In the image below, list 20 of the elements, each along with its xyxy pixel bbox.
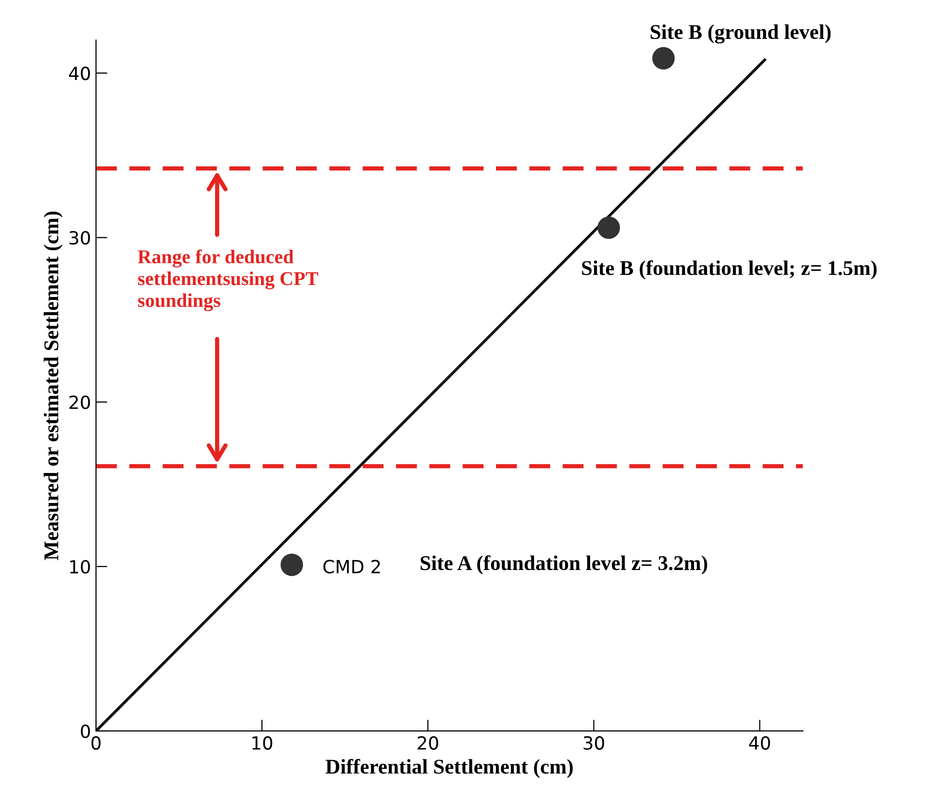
x-tick-label: 10	[252, 736, 272, 750]
y-axis-title: Measured or estimated Settlement (cm)	[44, 212, 63, 560]
y-tick-label: 20	[70, 395, 90, 410]
point	[598, 216, 620, 239]
annotation: Range for deduced settlementsusing CPT soundings	[138, 249, 318, 312]
x-axis-title: Differential Settlement (cm)	[326, 758, 573, 778]
y-tick-label: 40	[69, 66, 90, 80]
annotation: Site B (foundation level; z= 1.5m)	[582, 260, 877, 280]
x-tick-label: 20	[418, 736, 438, 750]
y-tick-label: 0	[80, 724, 90, 738]
annotation: CMD 2	[323, 560, 380, 574]
x-tick-label: 0	[91, 736, 101, 750]
point	[652, 47, 675, 70]
x-tick-label: 30	[584, 736, 604, 750]
x-tick-label: 40	[749, 736, 770, 750]
annotation: Site A (foundation level z= 3.2m)	[420, 555, 708, 574]
annotation: Site B (ground level)	[650, 24, 831, 44]
y-tick-label: 30	[70, 231, 90, 245]
y-tick-label: 10	[70, 560, 90, 574]
point	[280, 554, 304, 576]
